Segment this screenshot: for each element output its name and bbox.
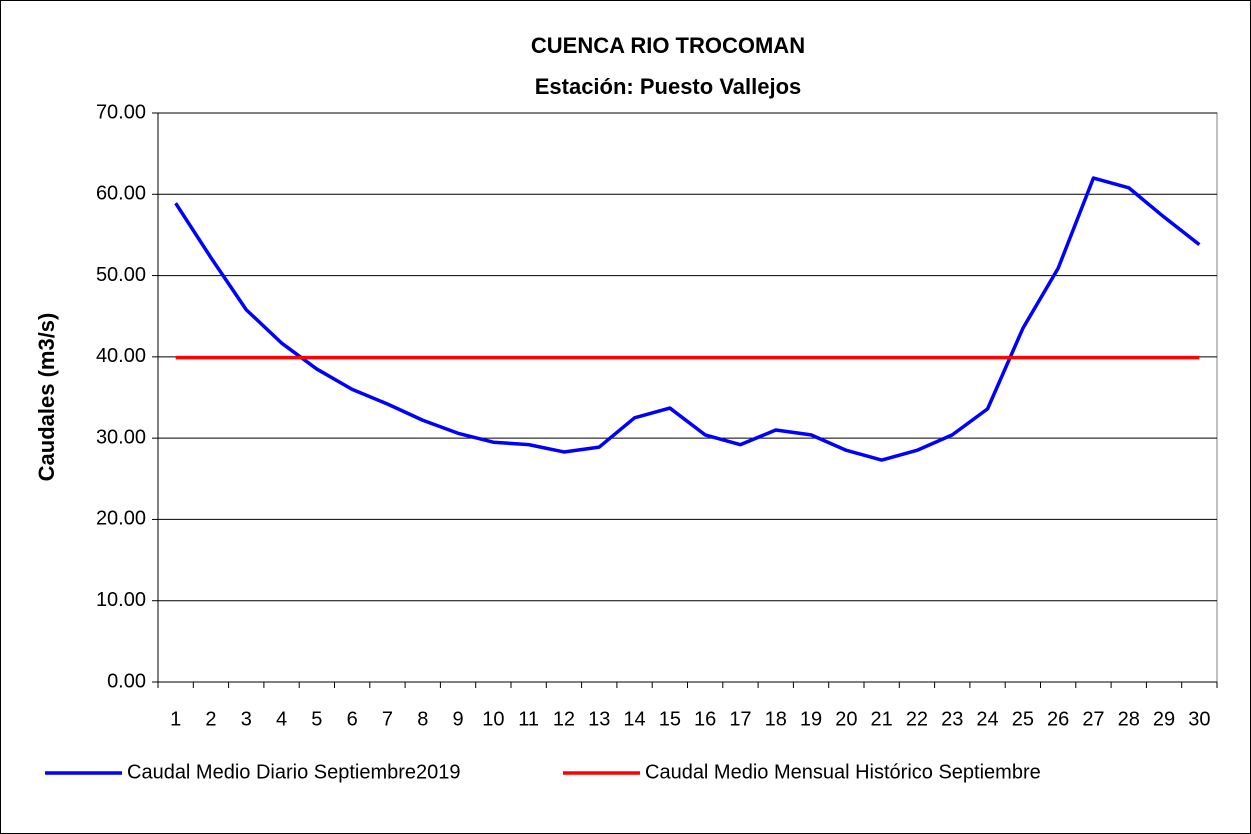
x-tick-label: 6 xyxy=(347,708,358,730)
x-tick-label: 24 xyxy=(976,708,998,730)
x-tick-label: 9 xyxy=(452,708,463,730)
x-tick-label: 28 xyxy=(1118,708,1140,730)
chart-title: CUENCA RIO TROCOMAN xyxy=(531,33,805,58)
x-tick-label: 16 xyxy=(694,708,716,730)
x-tick-label: 26 xyxy=(1047,708,1069,730)
x-tick-label: 8 xyxy=(417,708,428,730)
x-tick-label: 15 xyxy=(659,708,681,730)
y-tick-label: 10.00 xyxy=(96,589,146,611)
x-tick-label: 21 xyxy=(871,708,893,730)
x-tick-label: 2 xyxy=(205,708,216,730)
x-tick-label: 1 xyxy=(170,708,181,730)
y-tick-label: 0.00 xyxy=(107,670,146,692)
x-tick-label: 7 xyxy=(382,708,393,730)
x-tick-label: 14 xyxy=(623,708,645,730)
x-tick-label: 18 xyxy=(765,708,787,730)
x-tick-label: 22 xyxy=(906,708,928,730)
x-tick-label: 10 xyxy=(482,708,504,730)
y-tick-label: 20.00 xyxy=(96,508,146,530)
x-tick-label: 3 xyxy=(241,708,252,730)
x-tick-label: 27 xyxy=(1082,708,1104,730)
y-tick-label: 30.00 xyxy=(96,426,146,448)
legend-label: Caudal Medio Mensual Histórico Septiembr… xyxy=(645,761,1041,783)
x-tick-label: 23 xyxy=(941,708,963,730)
x-tick-label: 25 xyxy=(1012,708,1034,730)
x-tick-label: 4 xyxy=(276,708,287,730)
x-tick-label: 5 xyxy=(311,708,322,730)
x-tick-label: 30 xyxy=(1188,708,1210,730)
legend-label: Caudal Medio Diario Septiembre2019 xyxy=(127,761,461,783)
x-tick-label: 11 xyxy=(518,708,539,730)
y-tick-label: 60.00 xyxy=(96,183,146,205)
y-tick-label: 70.00 xyxy=(96,101,146,123)
y-axis-label: Caudales (m3/s) xyxy=(34,313,59,482)
plot-area xyxy=(157,112,1218,683)
y-tick-label: 40.00 xyxy=(96,345,146,367)
series-line xyxy=(174,176,1201,462)
x-tick-label: 20 xyxy=(835,708,857,730)
chart-subtitle: Estación: Puesto Vallejos xyxy=(535,74,802,99)
x-tick-label: 19 xyxy=(800,708,822,730)
x-tick-label: 29 xyxy=(1153,708,1175,730)
y-tick-label: 50.00 xyxy=(96,264,146,286)
x-tick-label: 13 xyxy=(588,708,610,730)
x-tick-label: 17 xyxy=(729,708,751,730)
x-tick-label: 12 xyxy=(553,708,575,730)
